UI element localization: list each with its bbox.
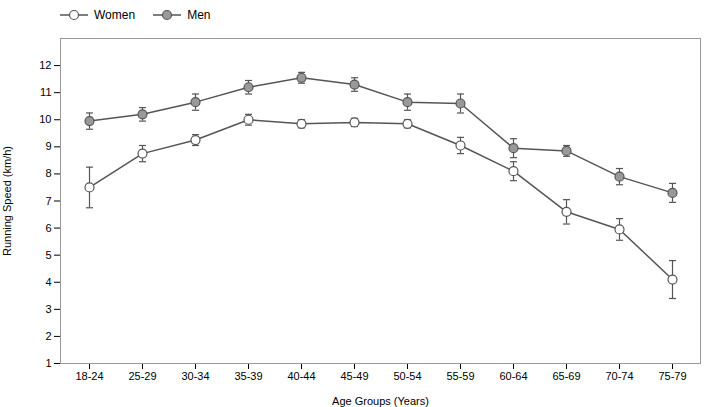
svg-text:10: 10 — [39, 113, 51, 125]
svg-text:65-69: 65-69 — [552, 370, 580, 382]
svg-text:18-24: 18-24 — [75, 370, 103, 382]
svg-text:60-64: 60-64 — [499, 370, 527, 382]
svg-text:2: 2 — [45, 330, 51, 342]
svg-text:11: 11 — [40, 86, 51, 98]
svg-text:12: 12 — [39, 59, 51, 71]
svg-text:40-44: 40-44 — [287, 370, 315, 382]
svg-text:4: 4 — [45, 276, 51, 288]
svg-text:55-59: 55-59 — [446, 370, 474, 382]
svg-text:Running Speed (km/h): Running Speed (km/h) — [1, 146, 13, 256]
svg-text:1: 1 — [45, 357, 51, 369]
svg-text:70-74: 70-74 — [605, 370, 633, 382]
svg-text:25-29: 25-29 — [128, 370, 156, 382]
svg-text:35-39: 35-39 — [234, 370, 262, 382]
svg-text:75-79: 75-79 — [658, 370, 686, 382]
svg-text:6: 6 — [45, 222, 51, 234]
svg-text:45-49: 45-49 — [340, 370, 368, 382]
html-text:Women: Women — [94, 8, 136, 22]
svg-text:3: 3 — [45, 303, 51, 315]
svg-text:9: 9 — [45, 140, 51, 152]
svg-text:50-54: 50-54 — [393, 370, 421, 382]
html-text:Men: Men — [187, 8, 211, 22]
svg-text:8: 8 — [45, 167, 51, 179]
svg-text:5: 5 — [45, 249, 51, 261]
svg-text:7: 7 — [45, 195, 51, 207]
svg-text:30-34: 30-34 — [181, 370, 209, 382]
svg-text:Age Groups (Years): Age Groups (Years) — [332, 395, 429, 407]
